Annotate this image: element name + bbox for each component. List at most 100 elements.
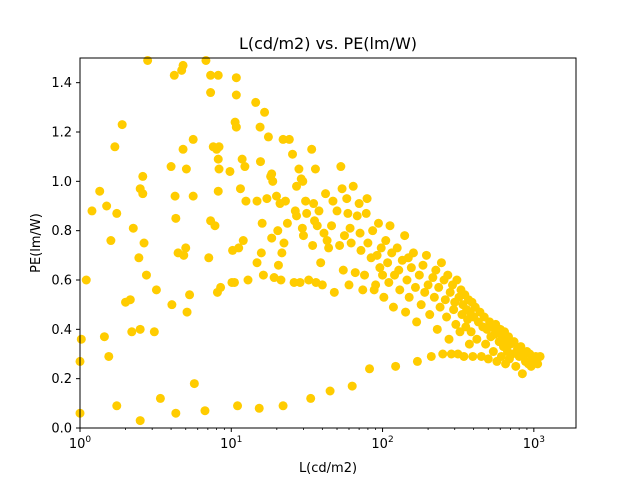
data-point — [435, 302, 445, 312]
data-point — [292, 211, 302, 221]
y-tick-label: 0.2 — [51, 372, 72, 387]
data-point — [294, 164, 304, 174]
data-point — [438, 349, 448, 359]
data-point — [188, 134, 198, 144]
data-point — [345, 223, 355, 233]
y-tick-label: 0.4 — [51, 323, 72, 338]
data-point — [117, 120, 127, 130]
data-point — [436, 258, 446, 268]
data-point — [231, 90, 241, 100]
data-point — [346, 238, 356, 248]
data-point — [171, 213, 181, 223]
data-point — [516, 342, 526, 352]
data-point — [213, 70, 223, 80]
data-point — [178, 144, 188, 154]
data-point — [401, 307, 411, 317]
data-point — [383, 258, 393, 268]
x-axis-ticks: 100 101 102 103 — [69, 428, 545, 452]
data-point — [376, 243, 386, 253]
data-point — [288, 149, 298, 159]
data-point — [138, 189, 148, 199]
data-point — [166, 162, 176, 172]
data-point — [412, 356, 422, 366]
data-point — [200, 406, 210, 416]
data-point — [342, 194, 352, 204]
data-point — [214, 164, 224, 174]
data-point — [301, 196, 311, 206]
data-point — [178, 60, 188, 70]
data-point — [76, 334, 86, 344]
data-point — [170, 191, 180, 201]
data-point — [385, 221, 395, 231]
data-point — [483, 354, 493, 364]
data-point — [179, 250, 189, 260]
data-point — [429, 292, 439, 302]
data-point — [251, 97, 261, 107]
data-point — [271, 191, 281, 201]
data-point — [343, 208, 353, 218]
data-point — [112, 401, 122, 411]
data-point — [472, 334, 482, 344]
data-point — [392, 243, 402, 253]
x-tick-label: 101 — [220, 435, 242, 452]
x-tick-label: 100 — [69, 435, 92, 452]
chart-title: L(cd/m2) vs. PE(lm/W) — [239, 34, 417, 53]
data-point — [233, 401, 243, 411]
data-point — [348, 181, 358, 191]
data-point — [394, 265, 404, 275]
data-point — [277, 248, 287, 258]
data-point — [138, 171, 148, 181]
data-point — [459, 351, 469, 361]
data-point — [375, 263, 385, 273]
data-point — [372, 250, 382, 260]
data-point — [241, 196, 251, 206]
data-point — [225, 166, 235, 176]
data-point — [284, 134, 294, 144]
data-point — [135, 416, 145, 426]
data-point — [213, 154, 223, 164]
y-tick-label: 0.8 — [51, 224, 72, 239]
data-point — [395, 285, 405, 295]
data-point — [379, 292, 389, 302]
data-point — [476, 351, 486, 361]
data-point — [276, 275, 286, 285]
data-point — [134, 253, 144, 263]
data-point — [295, 277, 305, 287]
x-tick-label: 102 — [371, 435, 393, 452]
data-point — [102, 201, 112, 211]
data-point — [298, 176, 308, 186]
data-point — [127, 327, 137, 337]
data-point — [307, 144, 317, 154]
data-point — [310, 164, 320, 174]
data-point — [444, 334, 454, 344]
data-point — [511, 361, 521, 371]
data-point — [237, 154, 247, 164]
data-point — [324, 243, 334, 253]
data-point — [327, 221, 337, 231]
data-point — [110, 142, 120, 152]
data-point — [240, 162, 250, 172]
data-point — [297, 223, 307, 233]
data-point — [280, 196, 290, 206]
data-point — [292, 181, 302, 191]
data-point — [423, 280, 433, 290]
data-point — [112, 208, 122, 218]
data-point — [347, 381, 357, 391]
data-point — [269, 273, 279, 283]
data-point — [201, 55, 211, 65]
data-point — [267, 233, 277, 243]
data-point — [104, 351, 114, 361]
data-point — [509, 337, 519, 347]
plot-frame — [79, 57, 577, 429]
data-point — [354, 199, 364, 209]
data-point — [234, 243, 244, 253]
y-tick-label: 1.0 — [51, 175, 72, 190]
data-point — [443, 270, 453, 280]
y-tick-label: 0.0 — [51, 422, 72, 437]
data-point — [402, 275, 412, 285]
data-point — [214, 142, 224, 152]
data-point — [304, 275, 314, 285]
data-point — [464, 339, 474, 349]
